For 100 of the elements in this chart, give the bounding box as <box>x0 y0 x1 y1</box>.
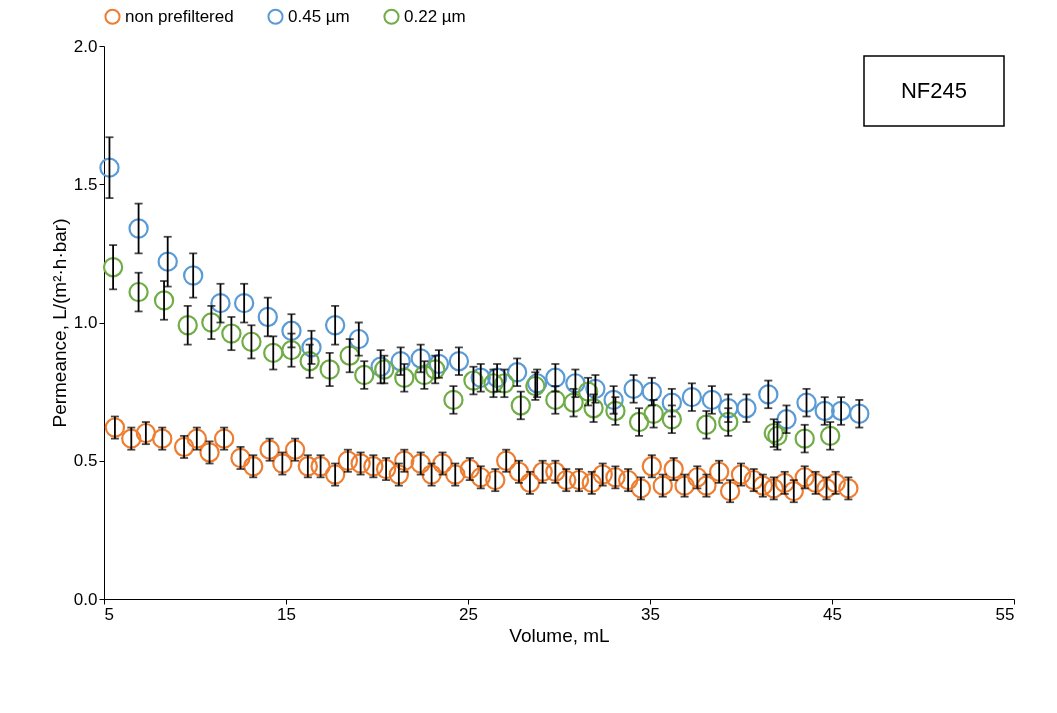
point <box>718 398 739 419</box>
point <box>414 364 435 386</box>
point <box>394 367 415 388</box>
point <box>510 395 531 416</box>
point <box>297 456 319 477</box>
point <box>186 428 207 449</box>
point <box>506 362 528 383</box>
point <box>805 472 826 494</box>
point <box>463 370 484 391</box>
point <box>661 409 683 430</box>
point <box>774 472 795 494</box>
point <box>830 400 852 422</box>
point <box>470 367 491 388</box>
point <box>605 467 626 488</box>
point <box>348 328 369 350</box>
point <box>794 467 815 488</box>
legend-label: 0.22 µm <box>404 6 466 26</box>
point <box>743 469 764 491</box>
point <box>319 359 340 380</box>
y-tick-label: 0.5 <box>73 451 98 471</box>
point <box>128 281 149 303</box>
point <box>410 348 431 369</box>
point <box>299 351 320 372</box>
point <box>783 481 804 502</box>
point <box>519 472 541 494</box>
point <box>354 364 375 386</box>
point <box>301 337 322 358</box>
point <box>394 450 415 471</box>
point <box>628 411 650 433</box>
point <box>337 450 359 471</box>
point <box>849 403 870 424</box>
point <box>577 381 599 402</box>
point <box>486 367 508 388</box>
point <box>563 392 584 413</box>
point <box>687 467 708 488</box>
point <box>230 447 251 469</box>
point <box>263 342 284 364</box>
legend-label: 0.45 µm <box>288 6 350 26</box>
point <box>581 472 602 494</box>
annotation: NF245 <box>900 78 968 103</box>
point <box>210 292 231 314</box>
point <box>603 389 624 411</box>
point <box>605 400 626 422</box>
point <box>183 265 204 286</box>
point <box>641 456 662 477</box>
point <box>708 461 730 482</box>
point <box>390 351 411 372</box>
point <box>363 456 384 477</box>
point <box>272 453 293 474</box>
point <box>825 472 846 494</box>
point <box>485 469 506 491</box>
point <box>641 381 662 402</box>
point <box>730 464 752 485</box>
point <box>494 373 515 394</box>
point <box>135 422 157 444</box>
point <box>388 464 410 485</box>
point <box>583 398 604 419</box>
point <box>752 475 774 496</box>
point <box>758 384 779 405</box>
point <box>233 292 255 314</box>
x-tick-label: 5 <box>104 604 114 624</box>
point <box>201 312 222 333</box>
x-tick-label: 15 <box>277 604 296 624</box>
point <box>213 428 235 449</box>
point <box>508 461 530 482</box>
point <box>99 157 120 178</box>
y-axis-title: Permeance, L/(m²·h·bar) <box>48 218 70 428</box>
point <box>630 478 652 499</box>
point <box>663 458 684 480</box>
y-tick-label: 2.0 <box>73 36 98 56</box>
point <box>719 481 741 502</box>
point <box>568 469 590 491</box>
point <box>776 409 797 430</box>
point <box>796 392 817 413</box>
point <box>681 386 703 408</box>
point <box>545 389 566 411</box>
point <box>259 439 280 460</box>
point <box>545 461 566 482</box>
y-tick-label: 0.0 <box>73 589 98 609</box>
point <box>483 373 504 394</box>
point <box>470 467 491 488</box>
point <box>284 439 306 460</box>
point <box>565 373 586 394</box>
point <box>243 456 264 477</box>
point <box>221 323 242 344</box>
y-tick-label: 1.0 <box>73 313 98 332</box>
point <box>496 450 517 471</box>
point <box>448 351 470 372</box>
x-tick-label: 35 <box>641 604 660 624</box>
point <box>623 378 644 400</box>
point <box>617 469 639 491</box>
point <box>421 464 442 485</box>
point <box>838 478 859 499</box>
point <box>310 456 331 477</box>
point <box>816 478 837 499</box>
x-tick-label: 55 <box>995 604 1015 624</box>
point <box>652 475 673 496</box>
y-tick-label: 1.5 <box>73 174 98 194</box>
point <box>428 353 450 375</box>
point <box>701 389 723 411</box>
